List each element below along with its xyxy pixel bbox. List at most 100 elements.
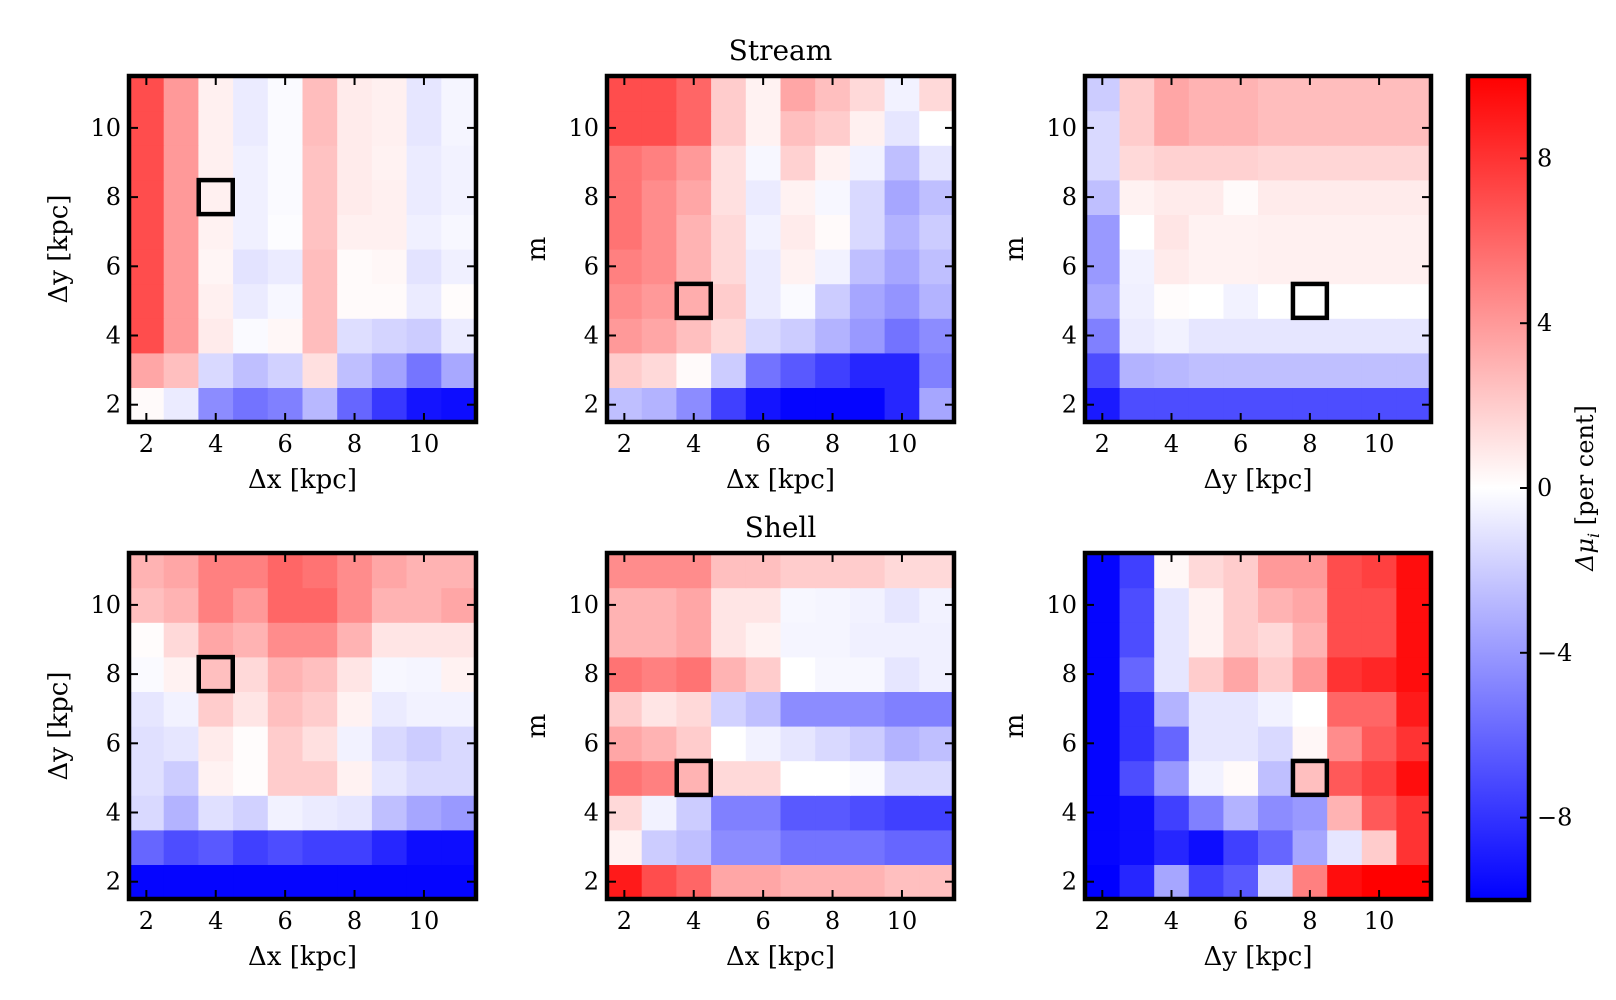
x-tick-label: 10 — [409, 430, 440, 458]
heatmap-cell — [1361, 179, 1397, 215]
heatmap-cell — [641, 318, 677, 354]
heatmap-cell — [1327, 656, 1363, 692]
heatmap-cell — [1223, 622, 1259, 658]
x-tick-label: 10 — [887, 430, 918, 458]
heatmap-cell — [1292, 214, 1328, 250]
heatmap-cell — [815, 249, 851, 285]
heatmap-cell — [1154, 829, 1190, 865]
heatmap-panel-4: 2 4 6 8 10 2 4 6 8 10 Δx [kpc] Δy [kpc] — [44, 550, 479, 972]
heatmap-cell — [676, 283, 712, 319]
heatmap-cell — [745, 352, 782, 388]
y-axis-label: Δy [kpc] — [44, 672, 74, 781]
heatmap-cell — [233, 387, 269, 423]
heatmap-cell — [849, 553, 886, 589]
heatmap-cell — [371, 795, 408, 831]
heatmap-cell — [849, 179, 886, 215]
heatmap-cell — [1085, 691, 1121, 727]
heatmap-cell — [780, 352, 816, 388]
heatmap-cell — [198, 249, 234, 285]
y-tick-label: 10 — [568, 114, 599, 142]
heatmap-cell — [711, 76, 747, 112]
heatmap-cell — [406, 214, 442, 250]
heatmap-cell — [233, 318, 269, 354]
heatmap-cell — [780, 214, 816, 250]
heatmap-cell — [745, 110, 782, 146]
heatmap-cell — [1154, 352, 1190, 388]
heatmap-cell — [919, 76, 955, 112]
heatmap-cell — [1154, 249, 1190, 285]
x-tick-label: 2 — [139, 430, 154, 458]
heatmap-cell — [1119, 318, 1155, 354]
heatmap-cell — [1188, 691, 1224, 727]
heatmap-cell — [302, 829, 338, 865]
heatmap-cell — [815, 795, 851, 831]
heatmap-cell — [1154, 318, 1190, 354]
heatmap-cell — [849, 622, 886, 658]
heatmap-cell — [607, 145, 643, 181]
y-tick-label: 10 — [568, 591, 599, 619]
y-tick-label: 6 — [106, 729, 121, 757]
heatmap-cell — [676, 622, 712, 658]
reference-marker — [1290, 758, 1330, 798]
heatmap-cell — [163, 587, 199, 623]
heatmap-cell — [163, 145, 199, 181]
heatmap-cell — [302, 760, 338, 796]
heatmap-cell — [337, 691, 373, 727]
heatmap-cell — [641, 795, 677, 831]
heatmap-cell — [337, 318, 373, 354]
heatmap-cell — [1258, 691, 1294, 727]
y-tick-label: 8 — [106, 660, 121, 688]
heatmap-cell — [919, 553, 955, 589]
heatmap-cell — [233, 726, 269, 762]
heatmap-cell — [641, 145, 677, 181]
heatmap-cell — [233, 864, 269, 900]
heatmap-cell — [302, 795, 338, 831]
heatmap-cell — [641, 110, 677, 146]
heatmap-cell — [1396, 76, 1432, 112]
heatmap-cell — [163, 829, 199, 865]
heatmap-cell — [815, 179, 851, 215]
heatmap-cell — [1361, 795, 1397, 831]
heatmap-cell — [406, 622, 442, 658]
heatmap-cell — [607, 622, 643, 658]
y-tick-label: 8 — [584, 183, 599, 211]
colorbar-tick-label: 4 — [1537, 309, 1552, 337]
x-axis-label: Δy [kpc] — [1204, 942, 1313, 972]
heatmap-cell — [163, 622, 199, 658]
heatmap-cell — [1085, 622, 1121, 658]
heatmap-cell — [163, 691, 199, 727]
heatmap-cell — [1258, 656, 1294, 692]
x-tick-label: 4 — [686, 430, 701, 458]
heatmap-cell — [780, 864, 816, 900]
heatmap-cell — [676, 760, 712, 796]
heatmap-cell — [302, 691, 338, 727]
heatmap-cell — [337, 726, 373, 762]
heatmap-cell — [371, 76, 408, 112]
heatmap-cell — [1154, 622, 1190, 658]
heatmap-cell — [1119, 864, 1155, 900]
heatmap-cell — [371, 622, 408, 658]
y-tick-label: 2 — [106, 868, 121, 896]
heatmap-cell — [711, 179, 747, 215]
heatmap-cell — [233, 760, 269, 796]
heatmap-cell — [129, 829, 165, 865]
y-tick-label: 4 — [1062, 322, 1077, 350]
heatmap-cell — [1327, 352, 1363, 388]
heatmap-cell — [1188, 829, 1224, 865]
heatmap-cell — [1258, 864, 1294, 900]
heatmap-cell — [302, 214, 338, 250]
heatmap-cell — [441, 691, 477, 727]
heatmap-cell — [1258, 76, 1294, 112]
heatmap-cell — [676, 110, 712, 146]
heatmap-cell — [884, 829, 920, 865]
heatmap-cell — [1292, 352, 1328, 388]
heatmap-cell — [607, 283, 643, 319]
heatmap-cell — [641, 249, 677, 285]
heatmap-cell — [1223, 760, 1259, 796]
heatmap-cell — [711, 656, 747, 692]
heatmap-cell — [1327, 691, 1363, 727]
reference-marker — [196, 177, 236, 217]
heatmap-cell — [1361, 829, 1397, 865]
heatmap-cell — [371, 864, 408, 900]
y-tick-label: 10 — [90, 591, 121, 619]
